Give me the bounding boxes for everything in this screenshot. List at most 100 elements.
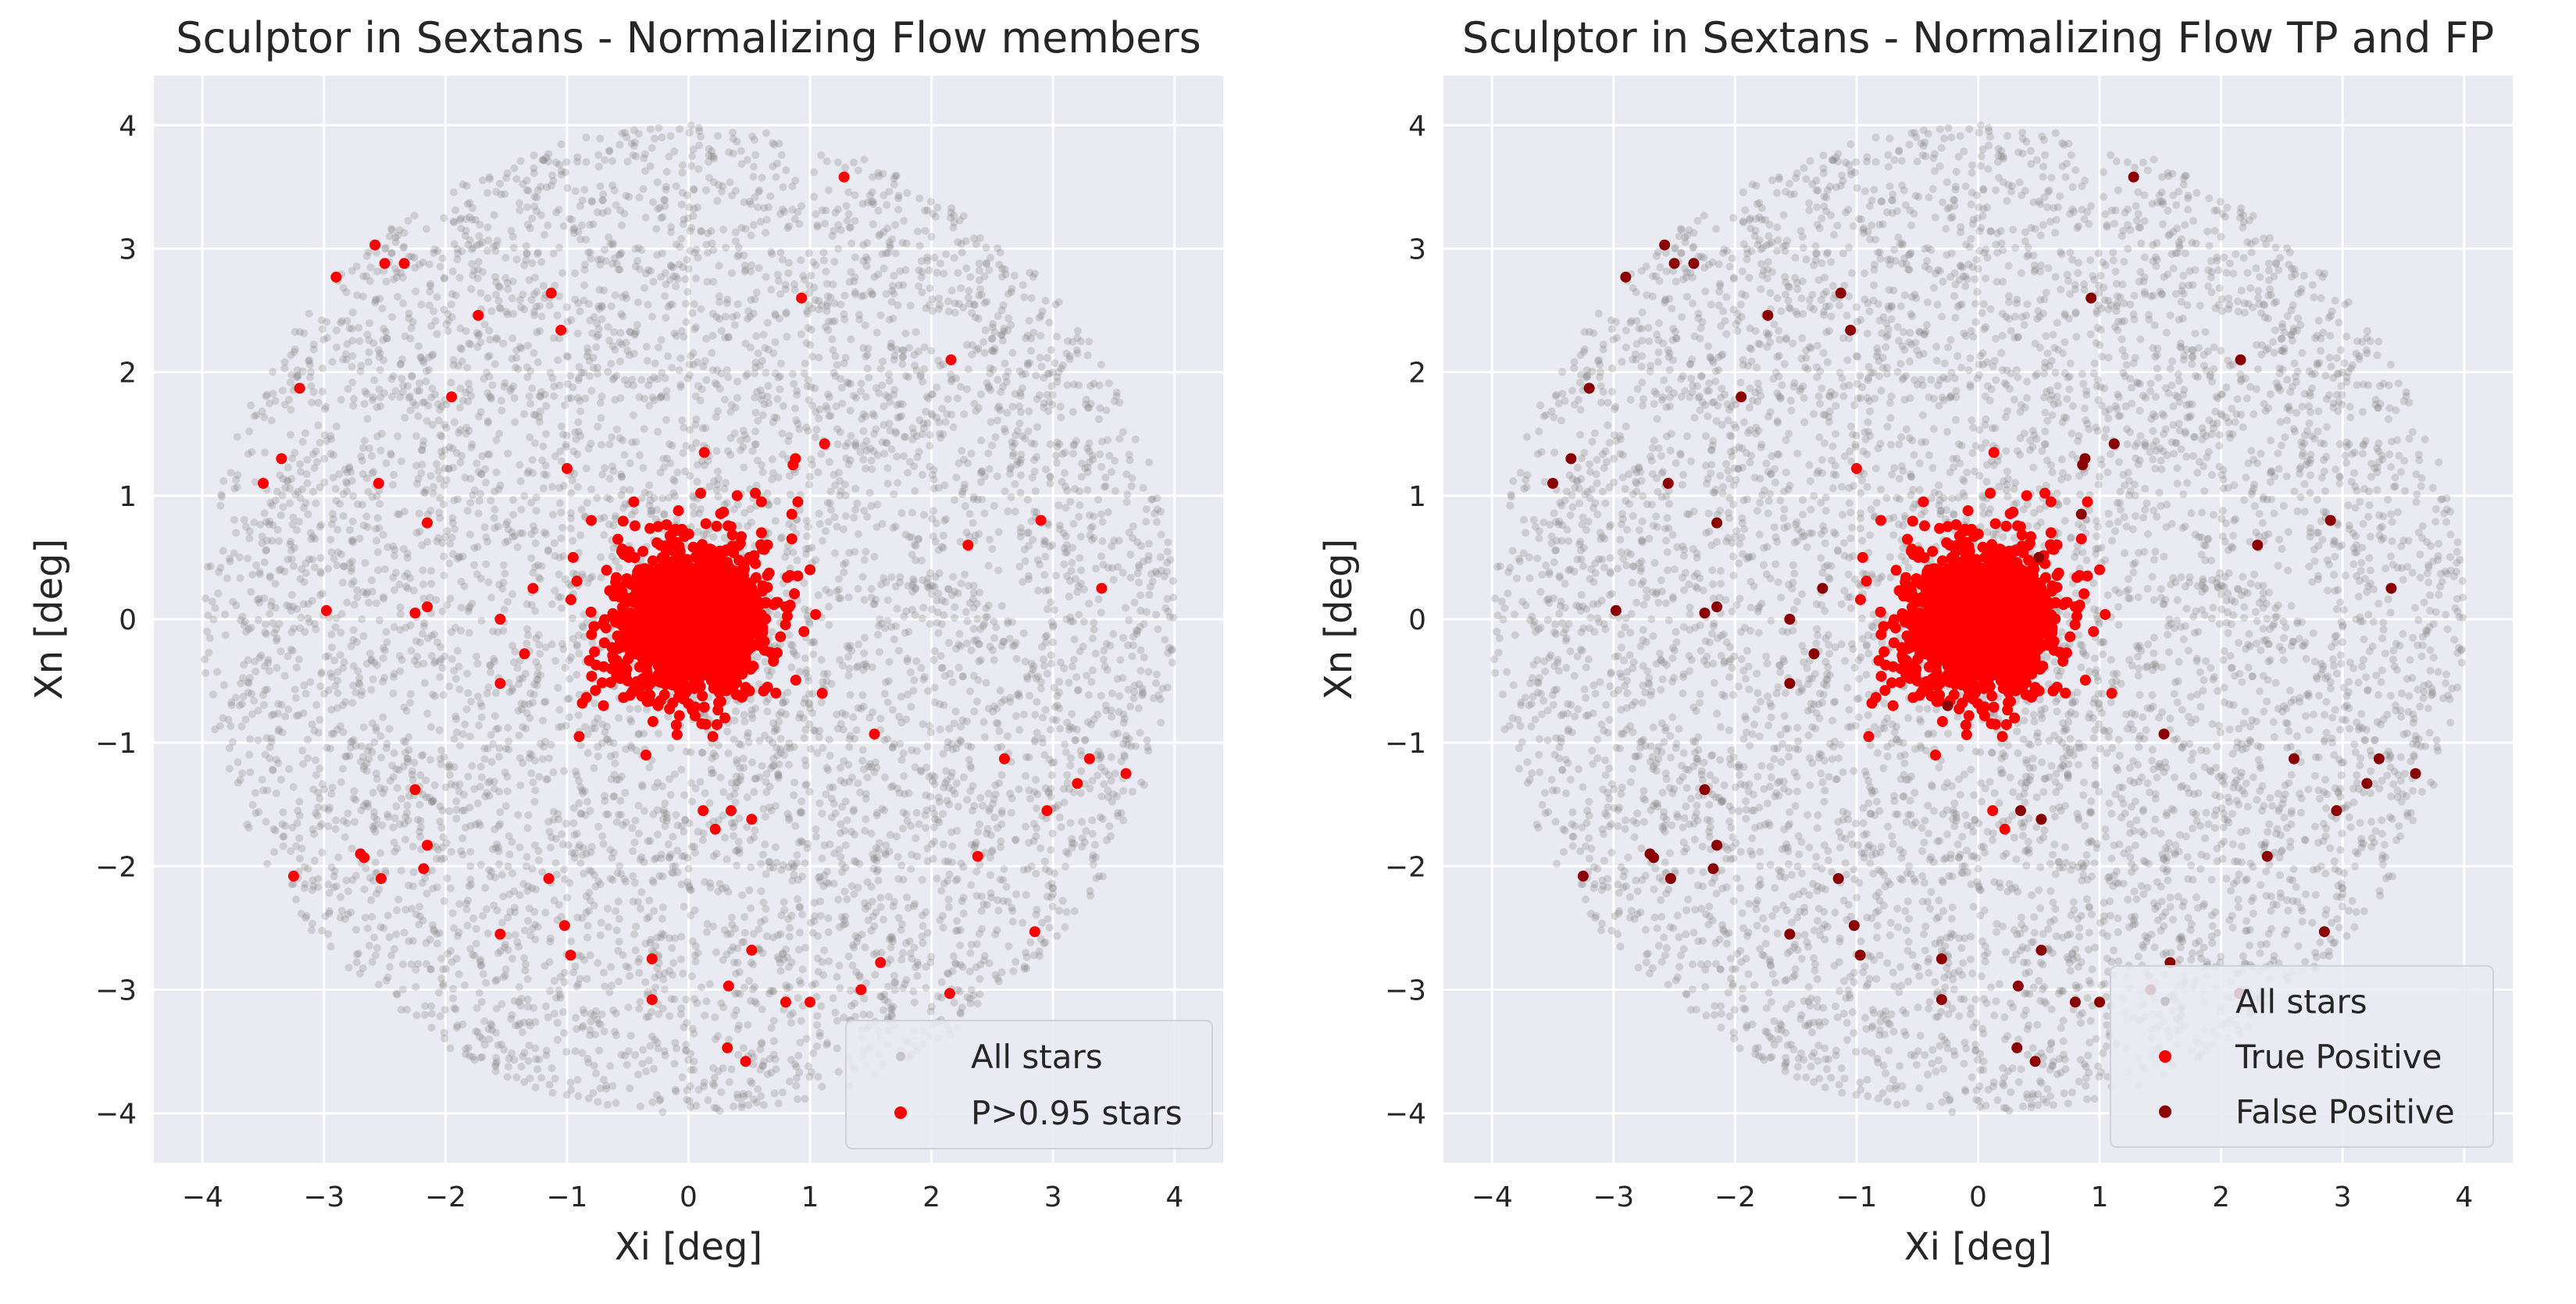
field-star-point xyxy=(316,764,324,773)
field-star-point xyxy=(831,1008,840,1017)
field-star-point xyxy=(556,447,565,456)
field-star-point xyxy=(533,358,542,366)
field-star-point xyxy=(519,723,527,732)
field-star-point xyxy=(715,262,723,270)
field-star-point xyxy=(569,819,578,828)
field-star-point xyxy=(1119,568,1127,577)
field-star-point xyxy=(483,294,492,302)
field-star-point xyxy=(795,928,804,937)
field-star-point xyxy=(875,648,883,657)
field-star-point xyxy=(862,815,870,824)
field-star-point xyxy=(580,869,588,878)
field-star-point xyxy=(564,394,573,403)
field-star-point xyxy=(473,459,481,468)
field-star-point xyxy=(955,987,964,996)
field-star-point xyxy=(712,447,721,455)
field-star-point xyxy=(329,515,337,523)
field-star-point xyxy=(601,796,609,805)
field-star-point xyxy=(637,888,646,896)
field-star-point xyxy=(1090,625,1098,634)
field-star-point xyxy=(687,972,696,981)
field-star-point xyxy=(917,664,926,672)
field-star-point xyxy=(326,450,335,458)
field-star-point xyxy=(396,667,405,675)
field-star-point xyxy=(391,568,400,577)
field-star-point xyxy=(600,1027,608,1035)
field-star-point xyxy=(275,619,284,628)
field-star-point xyxy=(997,820,1006,828)
field-star-point xyxy=(815,297,823,305)
field-star-point xyxy=(873,501,882,509)
field-star-point xyxy=(247,689,255,698)
field-star-point xyxy=(872,329,881,337)
field-star-point xyxy=(281,712,290,721)
field-star-point xyxy=(409,937,417,946)
field-star-point xyxy=(761,344,769,352)
field-star-point xyxy=(379,713,387,721)
field-star-point xyxy=(601,982,609,991)
field-star-point xyxy=(1044,586,1053,594)
field-star-point xyxy=(271,826,280,835)
field-star-point xyxy=(391,814,399,822)
field-star-point xyxy=(1015,725,1024,734)
field-star-point xyxy=(653,375,662,383)
field-star-point xyxy=(269,368,277,376)
field-star-point xyxy=(994,566,1003,575)
field-star-point xyxy=(733,377,742,386)
field-star-point xyxy=(417,751,426,760)
field-star-point xyxy=(351,925,360,934)
field-star-point xyxy=(941,418,950,426)
field-star-point xyxy=(1010,271,1019,280)
field-star-point xyxy=(1069,655,1078,664)
field-star-point xyxy=(852,394,861,402)
field-star-point xyxy=(887,1012,896,1021)
field-star-point xyxy=(505,850,514,859)
field-star-point xyxy=(464,1043,473,1052)
field-star-point xyxy=(219,681,228,689)
field-star-point xyxy=(636,855,644,864)
field-star-point xyxy=(353,500,362,508)
field-star-point xyxy=(712,948,720,957)
field-star-point xyxy=(995,727,1004,736)
field-star-point xyxy=(951,707,960,716)
field-star-point xyxy=(348,308,357,317)
field-star-point xyxy=(508,334,517,343)
field-star-point xyxy=(596,182,605,191)
field-star-point xyxy=(412,287,420,296)
field-star-point xyxy=(929,507,937,515)
field-star-point xyxy=(705,483,714,491)
field-star-point xyxy=(813,1012,822,1021)
field-star-point xyxy=(949,423,958,432)
field-star-point xyxy=(962,717,971,725)
field-star-point xyxy=(843,816,851,825)
field-star-point xyxy=(1154,625,1162,633)
field-star-point xyxy=(452,814,461,823)
field-star-point xyxy=(466,474,475,483)
field-star-point xyxy=(759,330,768,339)
field-star-point xyxy=(214,589,223,597)
field-star-point xyxy=(405,309,413,318)
field-star-point xyxy=(949,952,958,960)
field-star-point xyxy=(759,1101,768,1110)
field-star-point xyxy=(796,1039,805,1047)
field-star-point xyxy=(733,311,741,319)
field-star-point xyxy=(783,984,791,992)
field-star-point xyxy=(369,789,377,797)
field-star-point xyxy=(769,986,777,995)
field-star-point xyxy=(400,928,409,937)
field-star-point xyxy=(377,754,386,762)
field-star-point xyxy=(825,736,833,744)
field-star-point xyxy=(804,522,812,531)
field-star-point xyxy=(563,695,572,704)
field-star-point xyxy=(441,1006,449,1014)
field-star-point xyxy=(868,188,876,197)
field-star-point xyxy=(801,943,810,952)
field-star-point xyxy=(676,125,684,134)
field-star-point xyxy=(314,398,323,407)
field-star-point xyxy=(767,285,776,294)
field-star-point xyxy=(321,404,330,413)
field-star-point xyxy=(702,997,711,1006)
field-star-point xyxy=(695,509,704,518)
field-star-point xyxy=(1097,608,1105,617)
field-star-point xyxy=(747,958,755,967)
